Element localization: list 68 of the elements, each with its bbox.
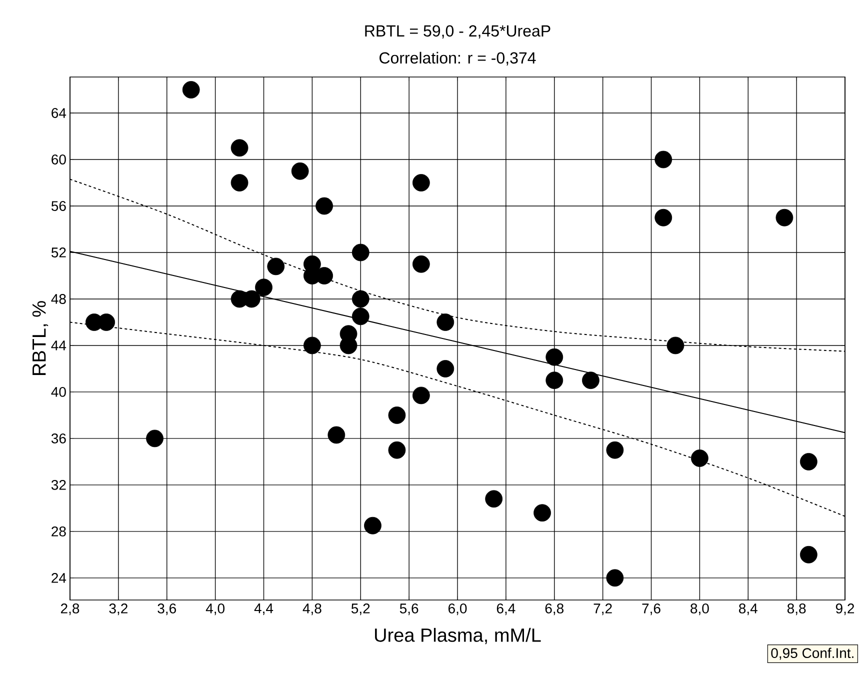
y-tick-label: 56 [51,201,66,211]
x-tick-label: 6,8 [545,604,564,616]
chart-title: RBTL = 59,0 - 2,45*UreaP [365,25,550,38]
point [436,360,454,378]
point [230,139,248,157]
point [146,430,164,448]
text: 0,95 Conf.Int. [771,648,854,660]
point [485,490,503,508]
point [606,569,624,587]
point [654,208,672,226]
point [364,516,382,534]
y-tick-label: 60 [52,154,66,164]
x-tick-label: 3,6 [158,604,176,616]
point [412,174,430,192]
x-tick-label: 6,0 [448,604,467,616]
x-tick-label: 5,6 [400,604,418,616]
point [776,208,794,226]
y-tick-label: 44 [51,340,66,350]
y-tick-label: 64 [52,108,66,118]
point [316,197,333,215]
x-tick-label: 6,4 [496,604,516,616]
x-tick-label: 4,0 [206,604,224,616]
y-tick-label: 40 [51,387,66,397]
point [352,308,370,326]
point [267,258,285,276]
y-tick-label: 28 [52,526,66,536]
point [352,244,370,262]
point [800,452,818,470]
point [546,348,564,366]
point [534,504,551,522]
x-tick-label: 7,2 [594,604,612,616]
point [412,386,430,404]
point [582,372,600,390]
x-tick-label: 4,4 [254,604,274,615]
y-axis-title: RBTL, % [32,301,48,375]
x-tick-label: 8,8 [787,604,806,616]
point [255,278,272,296]
x-tick-label: 8,0 [690,604,709,616]
x-tick-label: 2,8 [60,604,80,616]
x-tick-label: 3,2 [109,604,128,616]
x-tick-label: 7,6 [642,604,660,616]
point [546,372,564,390]
point [388,441,406,459]
point [654,150,672,168]
point [303,336,321,354]
point [388,406,406,424]
point [436,314,454,331]
y-tick-label: 52 [51,248,66,258]
x-tick-label: 4,8 [302,604,322,616]
y-tick-label: 36 [51,433,66,444]
y-tick-label: 32 [51,480,66,490]
y-tick-label: 24 [52,573,66,583]
point [230,174,248,192]
point [412,255,430,273]
point [352,290,370,308]
x-tick-label: 8,4 [739,604,758,616]
x-axis-title: Urea Plasma, mM/L [375,628,541,644]
chart-subtitle: Correlation: r = -0,374 [380,52,536,66]
point [291,162,309,180]
y-tick-label: 48 [51,294,66,304]
point [328,426,346,444]
point [182,81,200,98]
x-tick-label: 9,2 [836,604,854,616]
point [690,450,708,467]
point [606,441,624,459]
x-tick-label: 5,2 [351,604,370,616]
point [666,336,684,354]
point [800,546,818,564]
